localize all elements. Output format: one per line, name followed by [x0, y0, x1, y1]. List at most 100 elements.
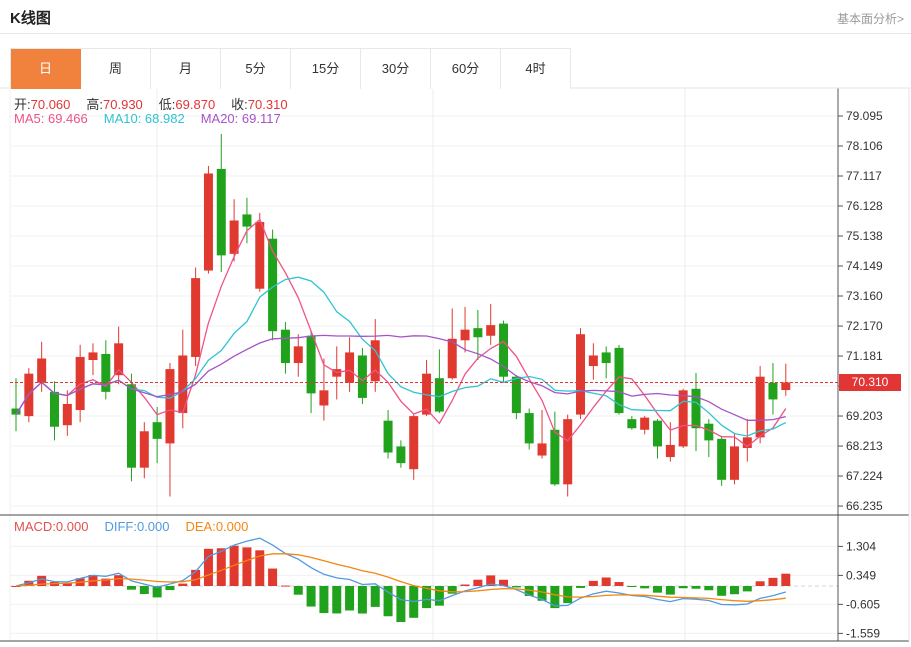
tab-4时[interactable]: 4时 [501, 49, 571, 89]
price-axis-label: 74.149 [846, 259, 883, 273]
candle-body [691, 388, 701, 429]
macd-axis-label: -1.559 [846, 626, 880, 640]
macd-histogram-bar [486, 575, 496, 586]
macd-histogram-bar [665, 586, 675, 595]
macd-histogram-bar [678, 586, 688, 589]
candle-body [563, 419, 573, 485]
candle-body [242, 214, 252, 227]
macd-histogram-bar [139, 586, 149, 595]
price-axis-label: 69.203 [846, 409, 883, 423]
current-price-tag: 70.310 [839, 374, 901, 391]
fundamental-analysis-link[interactable]: 基本面分析> [836, 12, 904, 26]
candle-body [293, 346, 303, 364]
macd-histogram-bar [434, 586, 444, 606]
tab-15分[interactable]: 15分 [291, 49, 361, 89]
macd-histogram-bar [114, 575, 124, 586]
macd-histogram-bar [268, 568, 278, 586]
candle-body [665, 444, 675, 458]
macd-histogram-bar [203, 548, 213, 586]
candle-body [139, 431, 149, 468]
macd-histogram-bar [37, 575, 47, 586]
candle-body [627, 419, 637, 429]
macd-histogram-bar [691, 586, 701, 589]
macd-histogram-bar [742, 586, 752, 592]
tab-日[interactable]: 日 [11, 49, 81, 89]
tab-月[interactable]: 月 [151, 49, 221, 89]
price-axis-label: 71.181 [846, 349, 883, 363]
macd-histogram-bar [101, 578, 111, 586]
candle-body [524, 413, 534, 444]
macd-histogram-bar [473, 579, 483, 586]
macd-histogram-bar [216, 548, 226, 586]
candle-body [345, 352, 355, 383]
candle-body [601, 352, 611, 364]
header: K线图 基本面分析> [0, 0, 911, 34]
ma10-line [15, 276, 787, 437]
macd-histogram-bar [24, 580, 34, 586]
macd-histogram-bar [306, 586, 316, 607]
price-axis-label: 78.106 [846, 139, 883, 153]
price-axis-label: 73.160 [846, 289, 883, 303]
macd-axis-label: 1.304 [846, 539, 876, 553]
macd-histogram-bar [717, 586, 727, 596]
candle-body [755, 376, 765, 438]
macd-axis-label: 0.349 [846, 568, 876, 582]
candle-body [768, 382, 778, 400]
price-axis-label: 67.224 [846, 469, 883, 483]
period-tabs: 日周月 5分 15分 30分 60分 4时 [10, 48, 571, 89]
macd-histogram-bar [178, 583, 188, 586]
candle-body [357, 355, 367, 398]
macd-histogram-bar [293, 586, 303, 595]
candle-body [511, 376, 521, 414]
tab-30分[interactable]: 30分 [361, 49, 431, 89]
macd-histogram-bar [332, 586, 342, 614]
tab-周[interactable]: 周 [81, 49, 151, 89]
macd-histogram-bar [576, 586, 586, 588]
candle-body [165, 369, 175, 444]
tab-5分[interactable]: 5分 [221, 49, 291, 89]
macd-histogram-bar [640, 586, 650, 589]
page-title: K线图 [10, 10, 51, 27]
macd-histogram-bar [280, 585, 290, 587]
macd-histogram-bar [781, 573, 791, 586]
candle-body [126, 384, 136, 468]
candle-body [640, 417, 650, 430]
macd-histogram-bar [345, 586, 355, 611]
price-axis-label: 76.128 [846, 199, 883, 213]
candle-body [306, 335, 316, 394]
macd-histogram-bar [191, 569, 201, 586]
candle-body [447, 338, 457, 379]
macd-histogram-bar [396, 586, 406, 623]
candle-body [216, 168, 226, 256]
candle-body [229, 220, 239, 254]
macd-histogram-bar [563, 586, 573, 604]
macd-histogram-bar [255, 550, 265, 586]
candle-body [576, 334, 586, 415]
candle-body [255, 222, 265, 289]
candle-body [88, 352, 98, 361]
macd-histogram-bar [499, 579, 509, 586]
macd-histogram-bar [614, 582, 624, 586]
candle-body [537, 443, 547, 456]
candle-body [49, 391, 59, 427]
macd-histogram-bar [550, 586, 560, 609]
macd-histogram-bar [755, 581, 765, 586]
tab-60分[interactable]: 60分 [431, 49, 501, 89]
candle-body [280, 329, 290, 364]
macd-histogram-bar [152, 586, 162, 598]
candle-body [434, 378, 444, 412]
candle-body [588, 355, 598, 367]
candle-body [191, 278, 201, 357]
candle-body [11, 408, 21, 415]
price-axis-label: 79.095 [846, 109, 883, 123]
candle-body [704, 423, 714, 441]
candle-body [178, 355, 188, 414]
candle-body [101, 353, 111, 392]
diff-line [15, 537, 786, 607]
candle-body [729, 446, 739, 480]
candle-body [62, 403, 72, 426]
candle-body [550, 429, 560, 485]
candle-body [422, 373, 432, 415]
